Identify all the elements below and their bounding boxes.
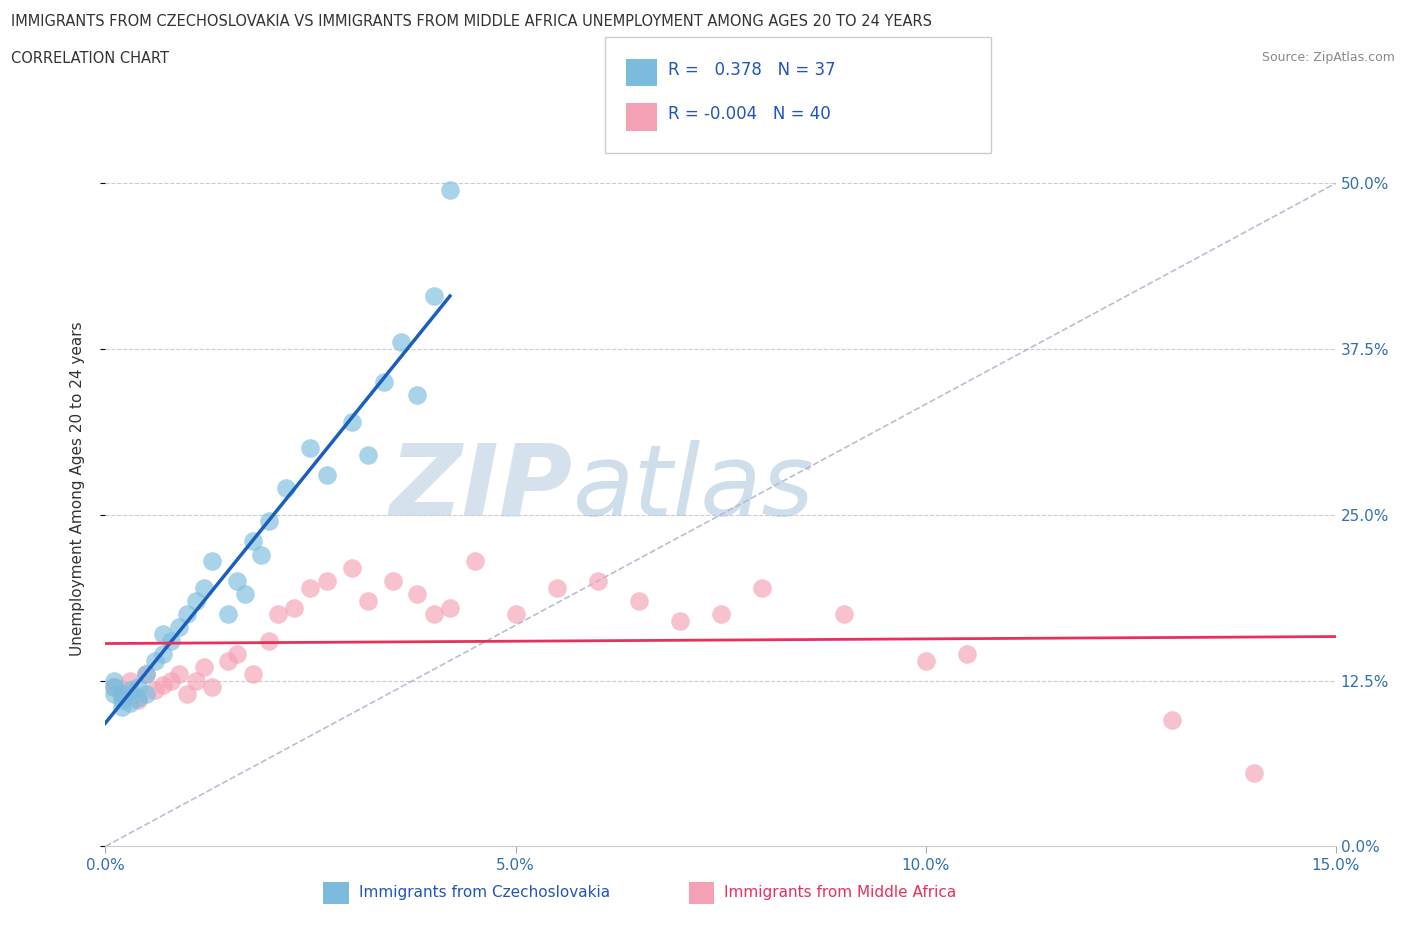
Point <box>283 600 305 615</box>
Point <box>218 653 240 668</box>
Point <box>406 587 429 602</box>
Point <box>193 660 215 675</box>
Point <box>201 553 224 568</box>
Point <box>135 686 157 701</box>
Point <box>627 593 650 608</box>
Point <box>201 680 224 695</box>
Point <box>127 690 149 705</box>
Point <box>242 667 264 682</box>
Point <box>299 441 322 456</box>
Point <box>956 646 979 661</box>
Point <box>176 686 198 701</box>
Point <box>193 580 215 595</box>
Point <box>143 653 166 668</box>
Text: IMMIGRANTS FROM CZECHOSLOVAKIA VS IMMIGRANTS FROM MIDDLE AFRICA UNEMPLOYMENT AMO: IMMIGRANTS FROM CZECHOSLOVAKIA VS IMMIGR… <box>11 14 932 29</box>
Point <box>505 606 527 621</box>
Point <box>914 653 936 668</box>
Point <box>135 667 157 682</box>
Text: CORRELATION CHART: CORRELATION CHART <box>11 51 169 66</box>
Point <box>111 686 134 701</box>
Point <box>103 680 125 695</box>
Point <box>250 547 273 562</box>
Point <box>120 683 141 698</box>
Text: Immigrants from Middle Africa: Immigrants from Middle Africa <box>724 885 956 900</box>
Point <box>169 620 191 635</box>
Point <box>464 553 486 568</box>
Point <box>710 606 733 621</box>
Text: atlas: atlas <box>574 440 814 537</box>
Point <box>103 673 125 688</box>
Point <box>422 288 444 303</box>
Point <box>439 600 461 615</box>
Point <box>316 468 339 483</box>
Point <box>586 574 609 589</box>
Text: R =   0.378   N = 37: R = 0.378 N = 37 <box>668 60 835 79</box>
Point <box>668 614 690 629</box>
Point <box>1243 766 1265 781</box>
Point <box>120 696 141 711</box>
Point <box>135 667 157 682</box>
Text: ZIP: ZIP <box>389 440 574 537</box>
Point <box>422 606 444 621</box>
Point <box>381 574 404 589</box>
Point <box>389 335 412 350</box>
Point <box>160 673 183 688</box>
Point <box>176 606 198 621</box>
Point <box>546 580 568 595</box>
Point <box>751 580 773 595</box>
Point <box>259 633 281 648</box>
Text: Immigrants from Czechoslovakia: Immigrants from Czechoslovakia <box>359 885 610 900</box>
Point <box>111 693 134 708</box>
Point <box>340 561 363 576</box>
Point <box>340 415 363 430</box>
Point <box>111 699 134 714</box>
Point <box>103 680 125 695</box>
Point <box>357 593 380 608</box>
Point <box>225 646 247 661</box>
Point <box>152 646 174 661</box>
Point <box>373 375 395 390</box>
Point <box>111 686 134 701</box>
Point <box>259 514 281 529</box>
Point <box>439 182 461 197</box>
Point <box>152 677 174 692</box>
Point <box>160 633 183 648</box>
Point <box>299 580 322 595</box>
Point <box>127 693 149 708</box>
Point <box>225 574 247 589</box>
Point <box>1160 713 1182 728</box>
Point <box>267 606 290 621</box>
Point <box>832 606 855 621</box>
Point <box>152 627 174 642</box>
Point <box>316 574 339 589</box>
Point <box>242 534 264 549</box>
Y-axis label: Unemployment Among Ages 20 to 24 years: Unemployment Among Ages 20 to 24 years <box>70 321 84 656</box>
Point <box>274 481 297 496</box>
Point <box>357 447 380 462</box>
Point <box>143 683 166 698</box>
Point <box>103 686 125 701</box>
Point <box>127 680 149 695</box>
Point <box>218 606 240 621</box>
Point <box>406 388 429 403</box>
Text: R = -0.004   N = 40: R = -0.004 N = 40 <box>668 105 831 124</box>
Text: Source: ZipAtlas.com: Source: ZipAtlas.com <box>1261 51 1395 64</box>
Point <box>233 587 256 602</box>
Point <box>184 593 207 608</box>
Point <box>169 667 191 682</box>
Point <box>120 673 141 688</box>
Point <box>184 673 207 688</box>
